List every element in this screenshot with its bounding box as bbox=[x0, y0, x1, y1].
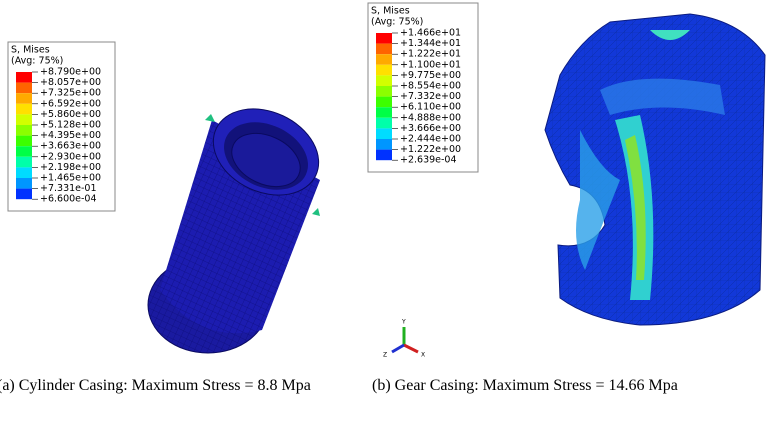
legend-title: S, Mises bbox=[11, 45, 50, 56]
legend-label: +3.663e+00 bbox=[40, 141, 101, 152]
legend-swatch bbox=[376, 118, 392, 129]
legend-swatch bbox=[376, 33, 392, 44]
triad-label: Z bbox=[383, 352, 387, 359]
legend-swatch bbox=[376, 44, 392, 55]
gear-model bbox=[545, 14, 765, 325]
legend-swatch bbox=[376, 65, 392, 76]
legend-swatch bbox=[376, 97, 392, 108]
legend-label: +5.860e+00 bbox=[40, 109, 101, 120]
legend-label: +1.466e+01 bbox=[400, 28, 461, 39]
legend-swatch bbox=[376, 150, 392, 161]
legend-label: +3.666e+00 bbox=[400, 123, 461, 134]
legend-label: +8.790e+00 bbox=[40, 67, 101, 78]
triad-label: Y bbox=[401, 319, 406, 326]
legend-subtitle: (Avg: 75%) bbox=[371, 17, 423, 28]
legend-swatch bbox=[376, 139, 392, 150]
legend-swatch bbox=[16, 93, 32, 104]
legend-label: +2.639e-04 bbox=[400, 155, 457, 166]
legend-label: +6.600e-04 bbox=[40, 194, 97, 205]
legend-label: +6.110e+00 bbox=[400, 102, 461, 113]
legend-label: +8.554e+00 bbox=[400, 81, 461, 92]
legend-swatch bbox=[376, 107, 392, 118]
legend-swatch bbox=[376, 75, 392, 86]
legend-label: +1.222e+00 bbox=[400, 144, 461, 155]
legend-label: +8.057e+00 bbox=[40, 77, 101, 88]
legend-swatch bbox=[16, 136, 32, 147]
caption: (a) Cylinder Casing: Maximum Stress = 8.… bbox=[0, 376, 357, 396]
legend-label: +7.332e+00 bbox=[400, 91, 461, 102]
legend-label: +1.222e+01 bbox=[400, 49, 461, 60]
triad-label: X bbox=[421, 352, 425, 359]
legend-label: +6.592e+00 bbox=[40, 98, 101, 109]
legend-label: +7.331e-01 bbox=[40, 183, 97, 194]
legend-swatch bbox=[16, 104, 32, 115]
axis-triad bbox=[392, 327, 418, 352]
legend-label: +7.325e+00 bbox=[40, 88, 101, 99]
legend-swatch bbox=[16, 157, 32, 168]
legend-label: +2.930e+00 bbox=[40, 151, 101, 162]
legend-swatch bbox=[16, 167, 32, 178]
legend-swatch bbox=[16, 114, 32, 125]
legend-swatch bbox=[376, 128, 392, 139]
caption: (b) Gear Casing: Maximum Stress = 14.66 … bbox=[372, 376, 678, 396]
legend-label: +5.128e+00 bbox=[40, 120, 101, 131]
legend-label: +9.775e+00 bbox=[400, 70, 461, 81]
legend-swatch bbox=[16, 83, 32, 94]
legend-label: +2.444e+00 bbox=[400, 134, 461, 145]
legend-swatch bbox=[16, 72, 32, 83]
figure-art: S, Mises(Avg: 75%)+8.790e+00+8.057e+00+7… bbox=[0, 0, 772, 372]
legend-swatch bbox=[16, 125, 32, 136]
cylinder-model bbox=[148, 93, 333, 353]
legend-label: +4.395e+00 bbox=[40, 130, 101, 141]
figure-page: S, Mises(Avg: 75%)+8.790e+00+8.057e+00+7… bbox=[0, 0, 772, 432]
legend-label: +1.465e+00 bbox=[40, 173, 101, 184]
legend-label: +1.100e+01 bbox=[400, 59, 461, 70]
legend-title: S, Mises bbox=[371, 6, 410, 17]
legend-label: +4.888e+00 bbox=[400, 112, 461, 123]
legend-swatch bbox=[16, 178, 32, 189]
legend-swatch bbox=[16, 146, 32, 157]
legend-label: +2.198e+00 bbox=[40, 162, 101, 173]
legend-swatch bbox=[16, 189, 32, 200]
legend-swatch bbox=[376, 54, 392, 65]
legend-swatch bbox=[376, 86, 392, 97]
legend-subtitle: (Avg: 75%) bbox=[11, 56, 63, 67]
legend-label: +1.344e+01 bbox=[400, 38, 461, 49]
